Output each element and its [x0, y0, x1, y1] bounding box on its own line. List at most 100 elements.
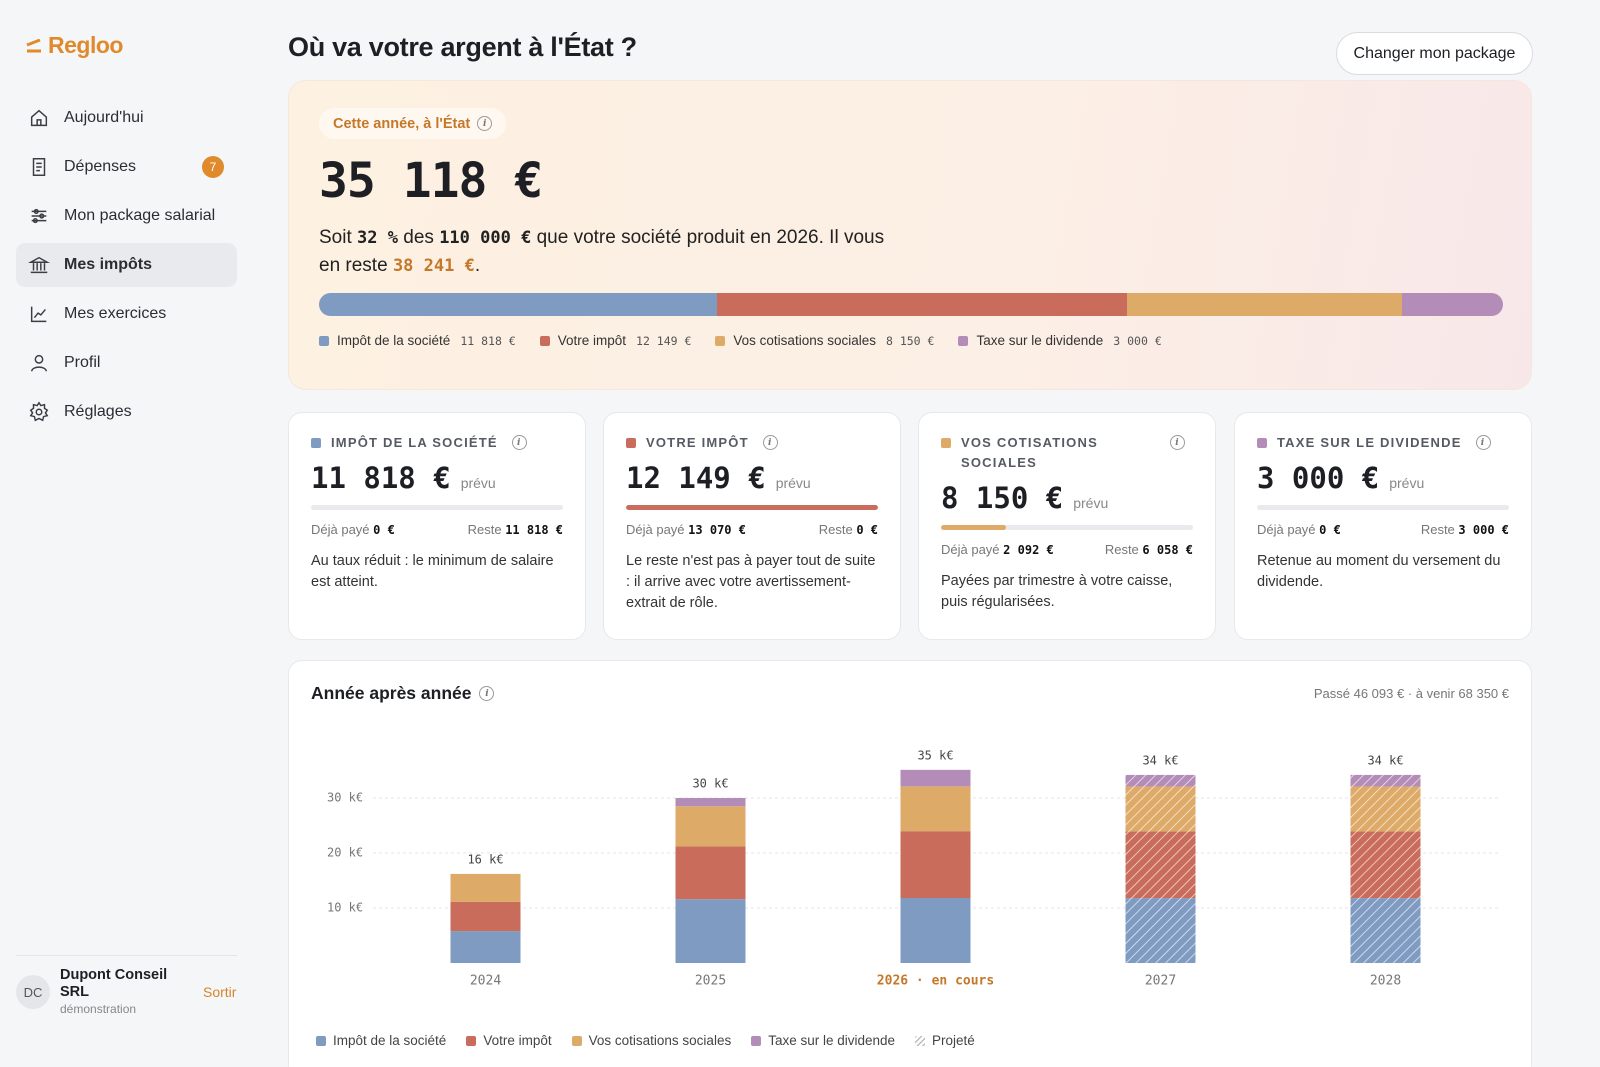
chart-title-text: Année après année — [311, 683, 472, 703]
summary-value: 32 % — [357, 228, 398, 248]
info-icon[interactable]: i — [1475, 435, 1491, 450]
x-tick-label: 2025 — [695, 974, 726, 989]
hero-amount: 35 118 € — [319, 153, 543, 209]
nav-item[interactable]: Mes impôts — [16, 243, 237, 287]
summary-text: . — [474, 255, 481, 276]
card-amount-value: 3 000 € — [1257, 461, 1380, 495]
paid-label: Déjà payé — [311, 522, 370, 537]
nav-icon — [28, 256, 50, 274]
remaining-label: Reste — [467, 522, 502, 537]
info-icon[interactable]: i — [762, 435, 778, 450]
card-title-text: IMPÔT DE LA SOCIÉTÉ — [331, 435, 498, 450]
payment-row: Déjà payé 0 € Reste 3 000 € — [1257, 522, 1509, 537]
bar-segment — [1350, 898, 1421, 963]
legend-item: Votre impôt 12 149 € — [539, 333, 691, 348]
breakdown-segment — [717, 293, 1128, 316]
hero-pill: Cette année, à l'État i — [319, 108, 507, 139]
legend-value: 11 818 € — [460, 333, 516, 348]
x-tick-label: 2026 · en cours — [877, 974, 994, 989]
legend-label: Impôt de la société — [337, 333, 451, 348]
legend-item: Vos cotisations sociales — [571, 1033, 731, 1048]
legend-item: Taxe sur le dividende — [751, 1033, 895, 1048]
remaining-value: 0 € — [856, 523, 878, 537]
card-title-text: TAXE SUR LE DIVIDENDE — [1277, 435, 1462, 450]
nav-item[interactable]: Mon package salarial — [16, 194, 237, 238]
nav-label: Mes impôts — [64, 256, 153, 273]
brand-name: Regloo — [48, 32, 123, 58]
chart-card: 10 k€ 20 k€ 30 k€ 16 k€ 2024 30 k€ 2025 35 k€ 20… — [288, 660, 1532, 1067]
legend-label: Impôt de la société — [333, 1033, 447, 1048]
info-icon[interactable]: i — [1170, 435, 1185, 450]
total-label: 34 k€ — [1142, 753, 1178, 767]
summary-text: que votre société produit en 2026. Il vo… — [319, 227, 885, 276]
card-note: Retenue au moment du versement du divide… — [1257, 553, 1501, 590]
bar-segment — [1125, 774, 1196, 787]
summary-text: Soit — [319, 227, 358, 248]
legend-swatch — [316, 1035, 326, 1046]
legend-label: Taxe sur le dividende — [976, 333, 1104, 348]
nav-item[interactable]: Réglages — [16, 390, 237, 434]
bar-segment — [675, 899, 746, 963]
bar-segment — [900, 898, 971, 963]
paid-value: 13 070 € — [688, 523, 746, 537]
card-swatch — [1257, 438, 1267, 448]
card-title: VOTRE IMPÔT i — [626, 433, 878, 453]
legend-label: Votre impôt — [557, 333, 627, 348]
info-icon[interactable]: i — [477, 116, 493, 131]
change-package-button[interactable]: Changer mon package — [1336, 32, 1533, 75]
total-label: 30 k€ — [692, 777, 728, 791]
card-amount: 12 149 € prévu — [626, 461, 878, 495]
nav-badge: 7 — [202, 156, 224, 178]
paid-value: 0 € — [1319, 523, 1341, 537]
card-status: prévu — [1073, 495, 1109, 511]
brand-logo — [26, 38, 41, 52]
legend-item: Taxe sur le dividende 3 000 € — [958, 333, 1162, 348]
nav-item[interactable]: Mes exercices — [16, 292, 237, 336]
logout[interactable]: Sortir — [203, 984, 237, 1000]
legend-value: 3 000 € — [1113, 333, 1162, 348]
y-tick-label: 10 k€ — [327, 901, 363, 915]
hero-summary: Soit 32 % des 110 000 € que votre sociét… — [319, 224, 889, 280]
bar-segment — [675, 846, 746, 900]
legend-label: Taxe sur le dividende — [768, 1033, 896, 1048]
user-role: démonstration — [60, 1002, 137, 1016]
x-tick-label: 2024 — [470, 974, 501, 989]
card-title-text: VOTRE IMPÔT — [646, 435, 749, 450]
nav-label: Réglages — [64, 403, 132, 420]
paid: Déjà payé 13 070 € — [626, 522, 746, 537]
chart-title: Année après année i — [311, 683, 495, 704]
nav-item[interactable]: Aujourd'hui — [16, 96, 237, 140]
legend-swatch — [571, 1035, 582, 1046]
bar-segment — [675, 806, 746, 847]
bar-segment — [1125, 898, 1196, 963]
paid: Déjà payé 0 € — [1257, 522, 1341, 537]
paid-label: Déjà payé — [1257, 522, 1316, 537]
nav-icon — [30, 354, 48, 372]
card-amount: 8 150 € prévu — [941, 481, 1193, 515]
progress-fill — [626, 505, 878, 510]
brand[interactable]: Regloo — [26, 32, 123, 59]
paid: Déjà payé 0 € — [311, 522, 395, 537]
x-tick-label: 2028 — [1370, 974, 1401, 989]
nav-label: Dépenses — [64, 158, 137, 175]
nav-icon — [31, 208, 47, 224]
nav-label: Aujourd'hui — [64, 109, 144, 126]
summary-value: 110 000 € — [439, 228, 532, 248]
card-amount-value: 8 150 € — [941, 481, 1064, 515]
legend-value: 8 150 € — [885, 333, 935, 348]
info-icon[interactable]: i — [511, 435, 527, 450]
info-icon[interactable]: i — [479, 686, 495, 701]
bar-segment — [450, 901, 521, 932]
card-title-text: VOS COTISATIONS SOCIALES — [961, 435, 1098, 470]
bar-segment — [1125, 786, 1196, 832]
legend-swatch — [466, 1035, 477, 1046]
card-note: Payées par trimestre à votre caisse, pui… — [941, 573, 1173, 610]
nav-item[interactable]: Profil — [16, 341, 237, 385]
nav-icon — [32, 158, 46, 176]
legend-label: Vos cotisations sociales — [733, 333, 876, 348]
nav-item[interactable]: Dépenses 7 — [16, 145, 237, 189]
breakdown-segment — [1401, 293, 1503, 316]
nav-icon — [30, 306, 47, 323]
remaining-value: 11 818 € — [505, 523, 563, 537]
